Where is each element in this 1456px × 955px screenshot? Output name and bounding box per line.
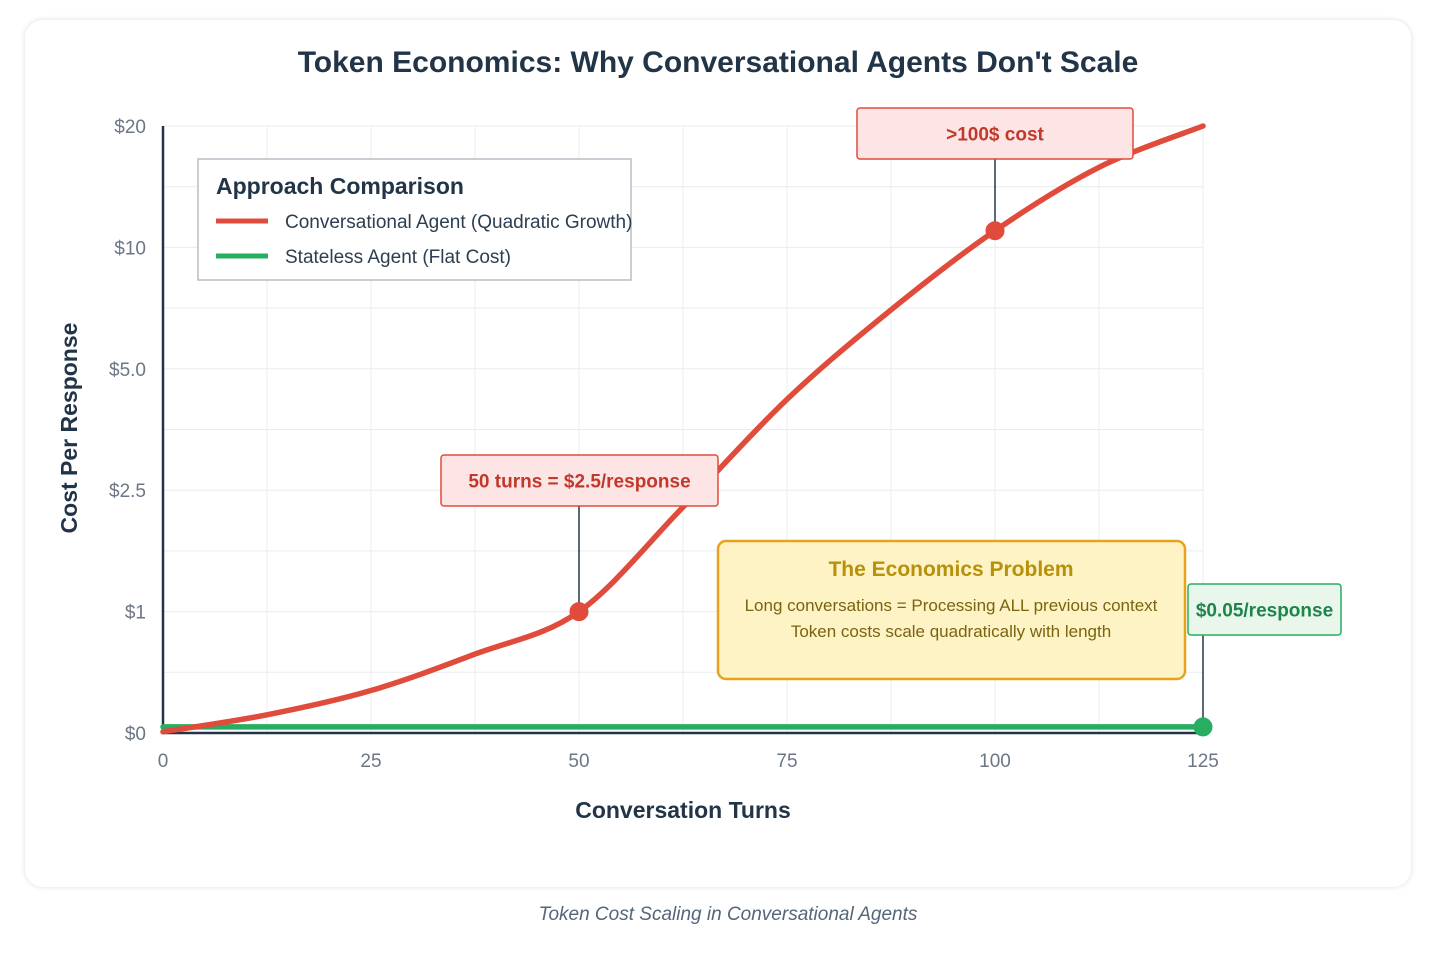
legend-box bbox=[197, 158, 632, 281]
info-box-line: Long conversations = Processing ALL prev… bbox=[745, 596, 1158, 615]
x-axis-label: Conversation Turns bbox=[575, 797, 791, 823]
chart-title: Token Economics: Why Conversational Agen… bbox=[298, 46, 1139, 79]
x-tick-label: 75 bbox=[776, 751, 797, 772]
legend-entry-label: Stateless Agent (Flat Cost) bbox=[285, 247, 511, 268]
data-point-marker bbox=[569, 602, 589, 622]
info-box-title: The Economics Problem bbox=[828, 558, 1073, 581]
annotation-box bbox=[856, 107, 1134, 160]
y-axis-label: Cost Per Response bbox=[56, 323, 82, 534]
info-box bbox=[716, 539, 1187, 681]
x-tick-label: 125 bbox=[1187, 751, 1219, 772]
y-tick-label: $0 bbox=[125, 724, 146, 745]
y-tick-label: $10 bbox=[114, 238, 146, 259]
x-tick-label: 100 bbox=[979, 751, 1011, 772]
annotation-50-turns: 50 turns = $2.5/response bbox=[468, 472, 690, 493]
y-tick-label: $20 bbox=[114, 117, 146, 138]
annotation-box bbox=[440, 454, 719, 507]
annotation-100-cost: >100$ cost bbox=[946, 125, 1044, 146]
x-tick-label: 25 bbox=[360, 751, 381, 772]
x-tick-label: 0 bbox=[158, 751, 169, 772]
y-tick-label: $5.0 bbox=[109, 360, 146, 381]
data-point-marker bbox=[1193, 717, 1213, 737]
legend-entry-label: Conversational Agent (Quadratic Growth) bbox=[285, 212, 632, 233]
x-tick-label: 50 bbox=[568, 751, 589, 772]
data-point-marker bbox=[985, 221, 1005, 241]
annotation-box bbox=[1187, 583, 1342, 636]
info-box-line: Token costs scale quadratically with len… bbox=[791, 622, 1111, 641]
annotation-stateless-cost: $0.05/response bbox=[1196, 601, 1333, 622]
y-tick-label: $1 bbox=[125, 603, 146, 624]
y-tick-label: $2.5 bbox=[109, 481, 146, 502]
legend-title: Approach Comparison bbox=[216, 173, 464, 199]
figure-caption: Token Cost Scaling in Conversational Age… bbox=[538, 904, 918, 925]
